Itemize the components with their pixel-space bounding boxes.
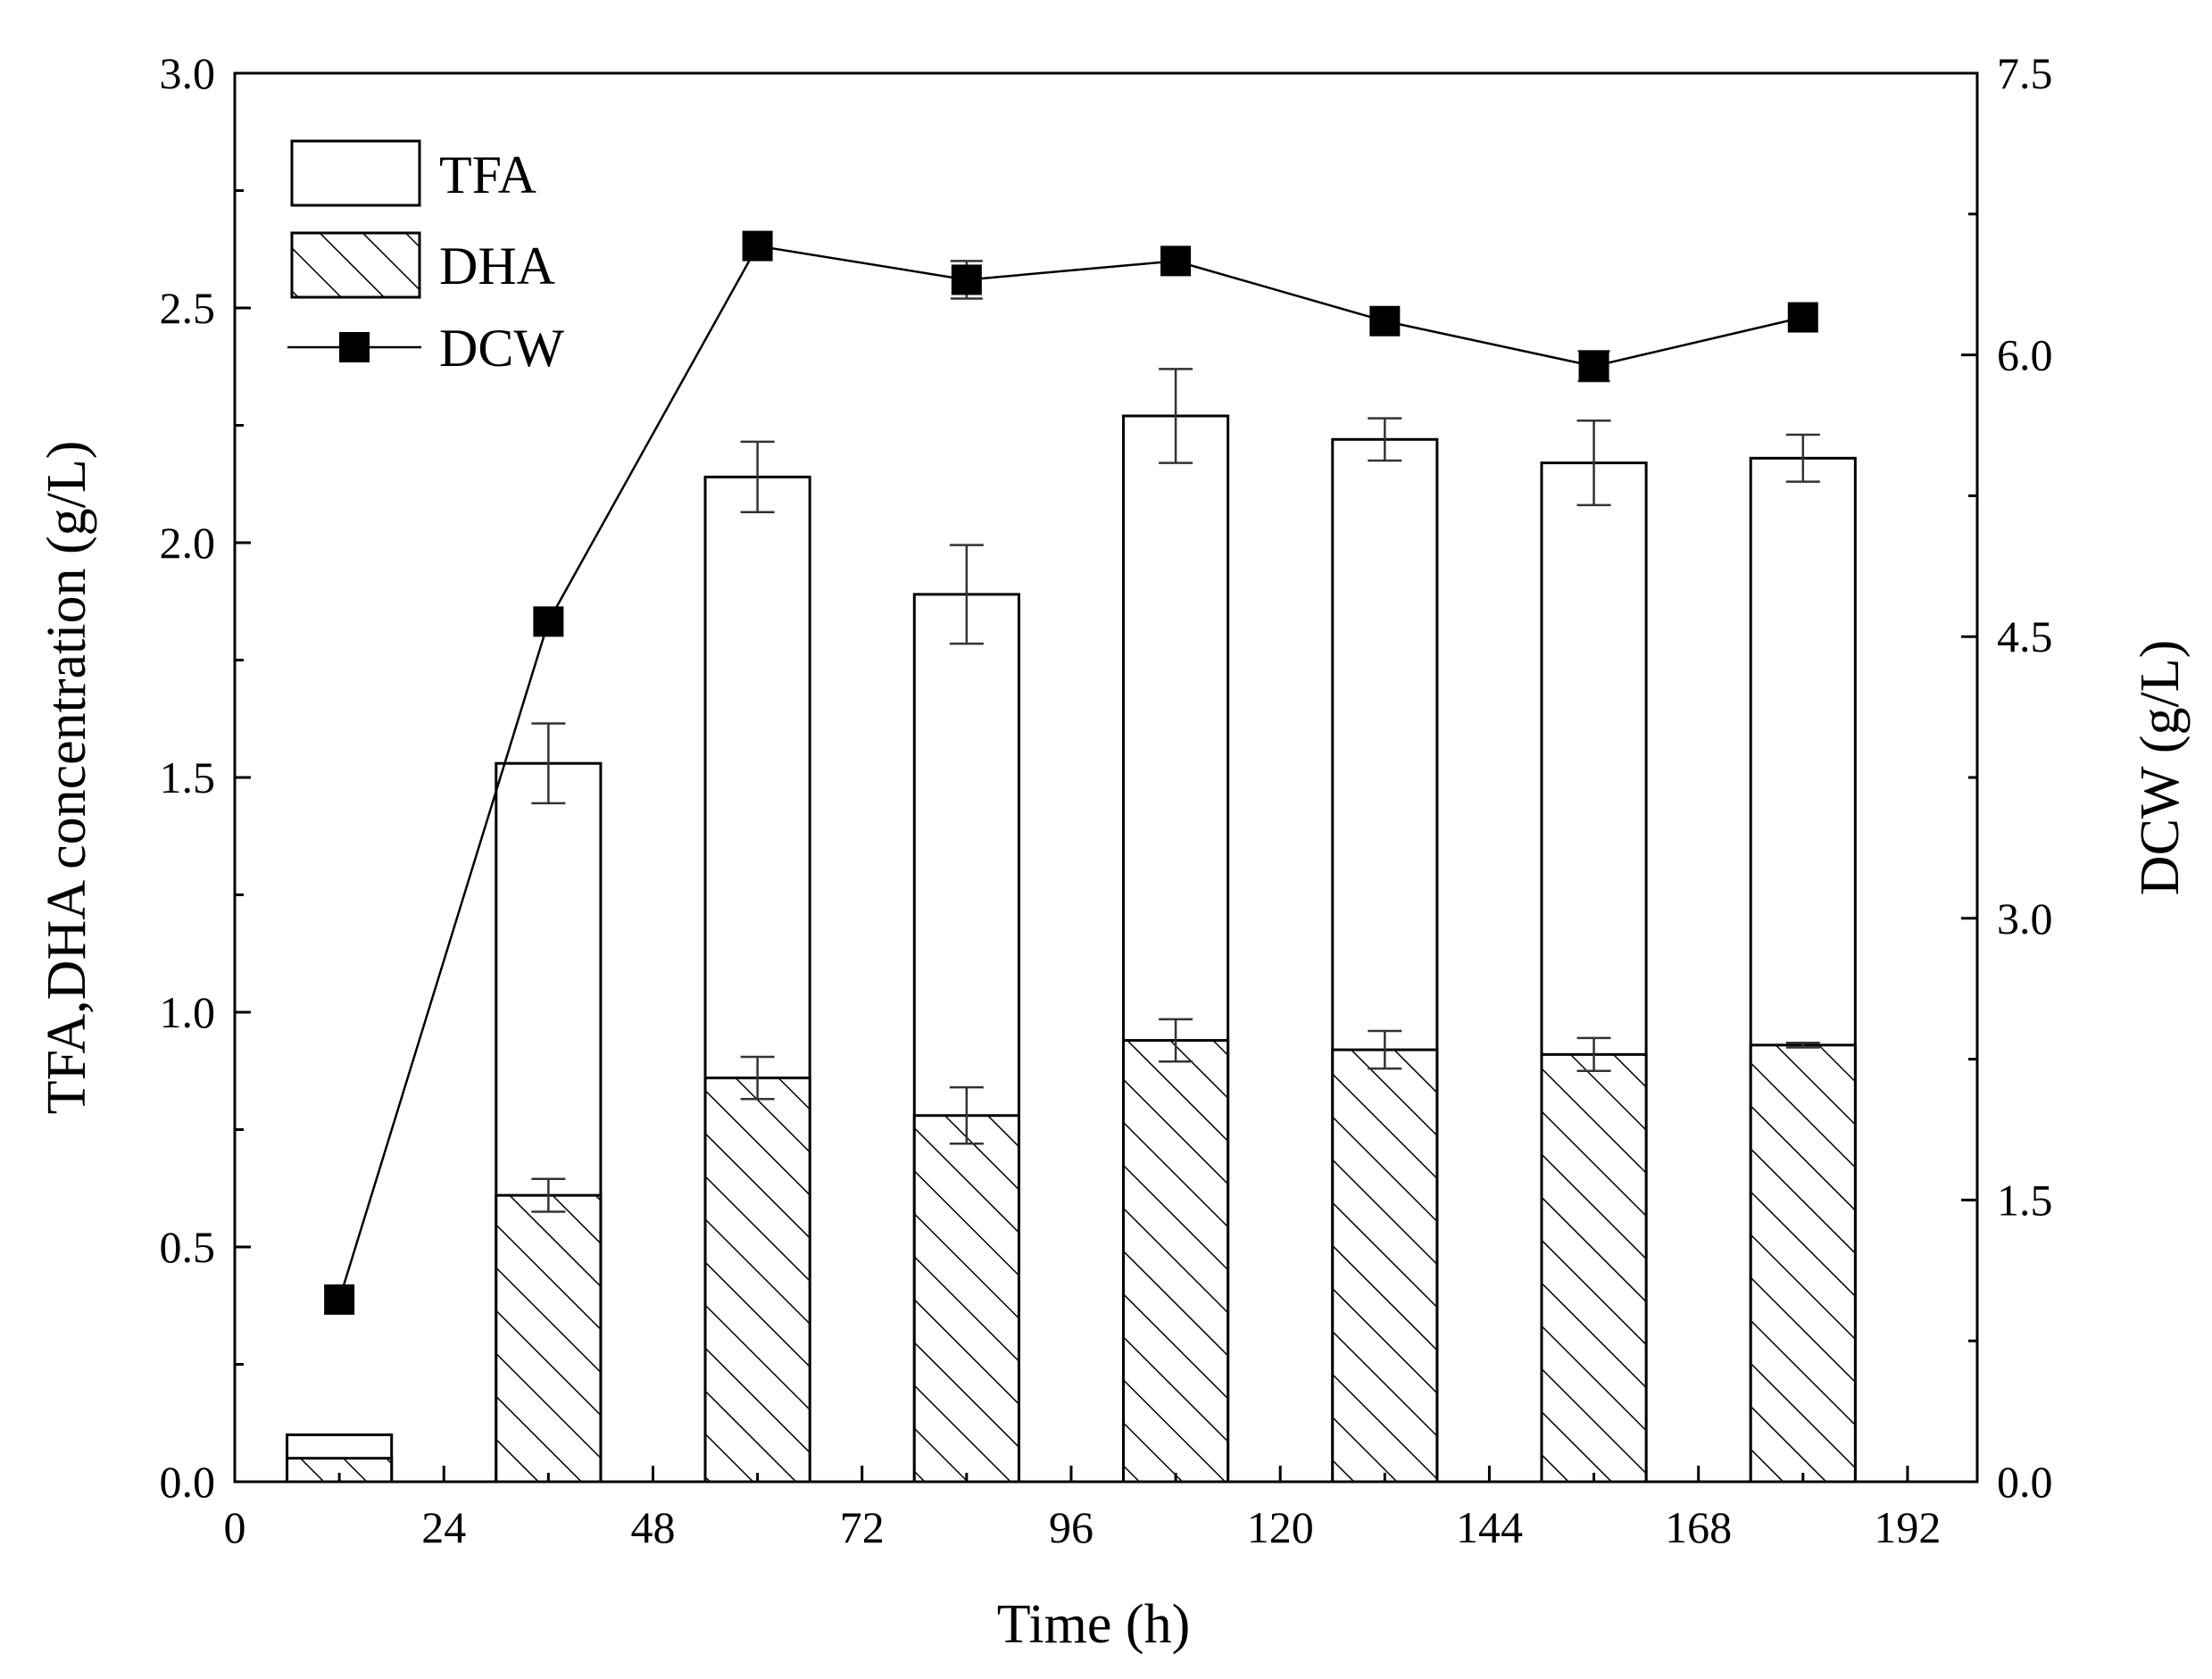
dcw-line xyxy=(337,245,1804,1301)
error-bars xyxy=(531,368,1820,1213)
x-tick-label: 144 xyxy=(1456,1502,1523,1552)
plot-area xyxy=(286,230,1857,1484)
y2-tick-label: 3.0 xyxy=(1997,894,2053,943)
dcw-point xyxy=(324,1284,355,1315)
y-tick-label: 0.5 xyxy=(160,1222,216,1272)
y-axis-left: 0.0 0.5 1.0 1.5 2.0 2.5 3.0 xyxy=(160,48,251,1507)
legend-swatch-dha xyxy=(290,231,421,299)
x-tick-label: 120 xyxy=(1247,1502,1314,1552)
dha-bar xyxy=(1749,1043,1857,1484)
x-axis-title: Time (h) xyxy=(997,1594,1190,1655)
y-tick-label: 3.0 xyxy=(160,48,216,98)
dha-bar xyxy=(703,1076,811,1484)
dcw-point xyxy=(533,606,564,637)
dha-bar xyxy=(1540,1052,1648,1484)
y2-axis-title: DCW (g/L) xyxy=(2130,640,2191,895)
legend-label-dcw: DCW xyxy=(439,319,564,378)
x-axis: 0 24 48 72 96 120 144 168 192 xyxy=(224,1466,1941,1552)
x-tick-label: 168 xyxy=(1665,1502,1732,1552)
legend-swatch-tfa xyxy=(290,139,421,207)
y2-tick-label: 4.5 xyxy=(1997,611,2053,661)
dha-bar xyxy=(1331,1048,1439,1484)
dcw-series xyxy=(324,230,1818,1315)
y-tick-label: 1.0 xyxy=(160,987,216,1037)
legend-label-dha: DHA xyxy=(439,237,555,295)
y-axis-title: TFA,DHA concentration (g/L) xyxy=(37,441,97,1115)
legend: TFA DHA DCW xyxy=(287,139,564,378)
dcw-point xyxy=(1578,351,1609,382)
legend-marker-dcw xyxy=(339,332,370,362)
y-axis-right: 0.0 1.5 3.0 4.5 6.0 7.5 xyxy=(1961,48,2053,1507)
dcw-point xyxy=(1160,245,1192,277)
x-tick-label: 96 xyxy=(1049,1502,1094,1552)
dcw-point xyxy=(1369,305,1401,337)
y-tick-label: 1.5 xyxy=(160,752,216,802)
y-tick-label: 2.0 xyxy=(160,518,216,568)
dcw-point xyxy=(742,230,773,262)
y2-tick-label: 1.5 xyxy=(1997,1175,2053,1225)
x-tick-label: 24 xyxy=(421,1502,466,1552)
y2-tick-label: 0.0 xyxy=(1997,1457,2053,1507)
y-tick-label: 0.0 xyxy=(160,1457,216,1507)
x-tick-label: 192 xyxy=(1874,1502,1941,1552)
x-tick-label: 48 xyxy=(630,1502,675,1552)
legend-label-tfa: TFA xyxy=(439,145,536,204)
x-tick-label: 72 xyxy=(840,1502,885,1552)
dha-bar xyxy=(1122,1039,1230,1484)
x-tick-label: 0 xyxy=(224,1502,246,1552)
y2-tick-label: 7.5 xyxy=(1997,48,2053,98)
y2-tick-label: 6.0 xyxy=(1997,330,2053,380)
dcw-point xyxy=(951,264,982,295)
dha-bar xyxy=(495,1193,603,1484)
y-tick-label: 2.5 xyxy=(160,283,216,333)
dcw-point xyxy=(1787,302,1818,333)
dha-bar xyxy=(912,1114,1020,1484)
